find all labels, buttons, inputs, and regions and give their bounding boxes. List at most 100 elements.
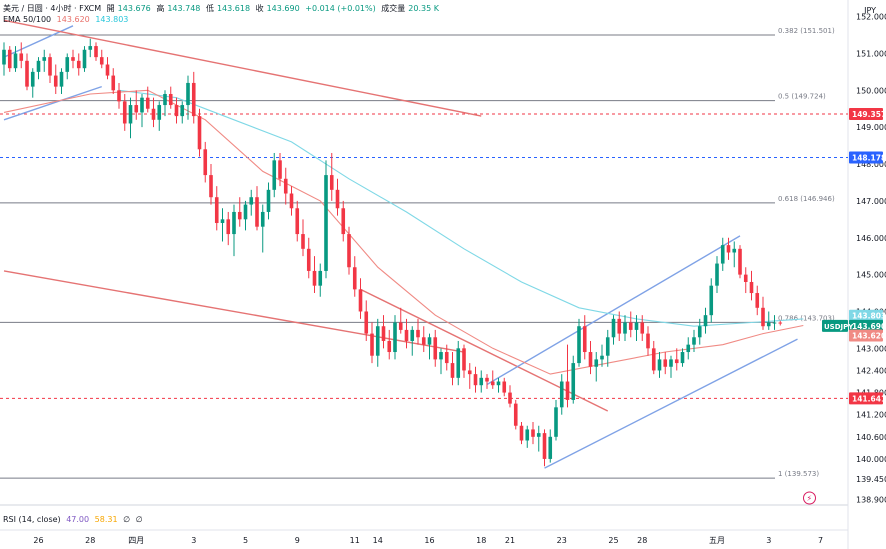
candle: [674, 348, 679, 371]
rsi-ma-value: 58.31: [94, 515, 118, 524]
candle-body: [255, 197, 259, 227]
candle: [128, 97, 133, 139]
x-tick-label: 9: [295, 536, 300, 545]
y-tick-label: 149.000: [856, 123, 886, 132]
x-tick-label: 五月: [709, 536, 725, 545]
y-tick-label: 142.400: [856, 366, 886, 375]
candle: [766, 311, 771, 330]
candle: [726, 237, 731, 260]
x-tick-label: 四月: [128, 536, 144, 545]
rsi-value: 47.00: [66, 515, 90, 524]
level-tag: [849, 108, 883, 121]
candle: [634, 315, 639, 341]
candle-body: [634, 322, 639, 330]
candle-body: [151, 108, 156, 120]
x-tick-label: 28: [85, 536, 95, 545]
candle-body: [755, 293, 760, 308]
x-tick-label: 16: [424, 536, 434, 545]
candle: [427, 333, 432, 360]
candle-body: [732, 248, 737, 253]
candle-body: [82, 49, 87, 69]
candle: [232, 204, 236, 257]
candle: [352, 256, 357, 297]
candle: [732, 241, 737, 268]
candle-body: [134, 105, 139, 113]
candle-body: [237, 211, 242, 220]
candle: [657, 352, 662, 378]
price-tag: [849, 309, 883, 322]
y-tick-label: 151.000: [856, 49, 886, 58]
candle-body: [778, 322, 783, 324]
candle-body: [738, 248, 742, 275]
candle: [197, 108, 202, 157]
candle-body: [761, 307, 765, 327]
candle-body: [467, 370, 472, 375]
y-tick-label: 139.450: [856, 475, 886, 484]
candle-body: [703, 315, 708, 327]
candle: [496, 377, 501, 393]
candle-body: [94, 46, 98, 58]
trendline: [3, 270, 465, 353]
candle: [755, 285, 760, 316]
candle: [111, 68, 116, 94]
candle-body: [214, 197, 219, 224]
candle: [433, 329, 438, 367]
candle: [462, 344, 466, 378]
candle-body: [260, 211, 265, 227]
candle-body: [295, 208, 300, 235]
y-tick-label: 152.000: [856, 13, 886, 22]
candle-body: [697, 326, 702, 338]
candle-body: [416, 329, 420, 338]
x-tick-label: 26: [33, 536, 43, 545]
candle: [611, 315, 616, 345]
candle: [255, 186, 259, 231]
high-value: 143.748: [167, 4, 201, 13]
candle: [220, 208, 225, 242]
candle: [536, 425, 541, 452]
candle: [266, 182, 271, 220]
candle: [513, 399, 518, 430]
candle: [565, 344, 570, 408]
y-tick-label: 141.200: [856, 411, 886, 420]
candle-body: [232, 211, 236, 235]
candle: [669, 355, 673, 378]
candle: [163, 90, 167, 117]
candle: [421, 326, 426, 353]
candle-body: [36, 60, 41, 72]
chart-header: 美元 / 日圆 · 4小时 · FXCM 開 143.676 高 143.748 低…: [3, 3, 442, 14]
candle-body: [42, 57, 47, 61]
candle-body: [651, 348, 656, 371]
candle: [749, 270, 754, 301]
candle: [59, 68, 64, 94]
candle: [686, 337, 691, 360]
candle-body: [220, 219, 225, 224]
y-tick-label: 140.600: [856, 433, 886, 442]
x-tick-label: 3: [191, 536, 196, 545]
candle-body: [611, 318, 616, 338]
symbol-title[interactable]: 美元 / 日圆 · 4小时 · FXCM: [3, 4, 102, 13]
candle-body: [318, 270, 323, 286]
level-tag-label: 141.641: [852, 394, 886, 403]
candle-body: [324, 175, 328, 271]
ema50-value: 143.620: [56, 15, 90, 24]
candle-body: [145, 97, 150, 109]
candle-body: [749, 281, 754, 294]
candle-body: [341, 208, 346, 235]
ema-legend[interactable]: EMA 50/100 143.620 143.803: [3, 15, 131, 24]
candle-body: [306, 248, 311, 271]
trendline: [3, 25, 74, 58]
candle-body: [203, 149, 208, 176]
candle: [237, 197, 242, 227]
candle: [318, 263, 323, 297]
candle-body: [479, 377, 484, 386]
candle-body: [329, 175, 334, 190]
candle: [697, 318, 702, 345]
candle-body: [605, 337, 610, 356]
rsi-legend[interactable]: RSI (14, close) 47.00 58.31 ∅ ∅: [3, 515, 146, 524]
candle-body: [301, 234, 305, 249]
candle: [151, 97, 156, 128]
candle: [381, 315, 386, 349]
levels-layer: 0.382 (151.501) 0.5 (149.724) 0.618 (146.9…: [0, 27, 848, 479]
ema50-line: [3, 89, 804, 375]
